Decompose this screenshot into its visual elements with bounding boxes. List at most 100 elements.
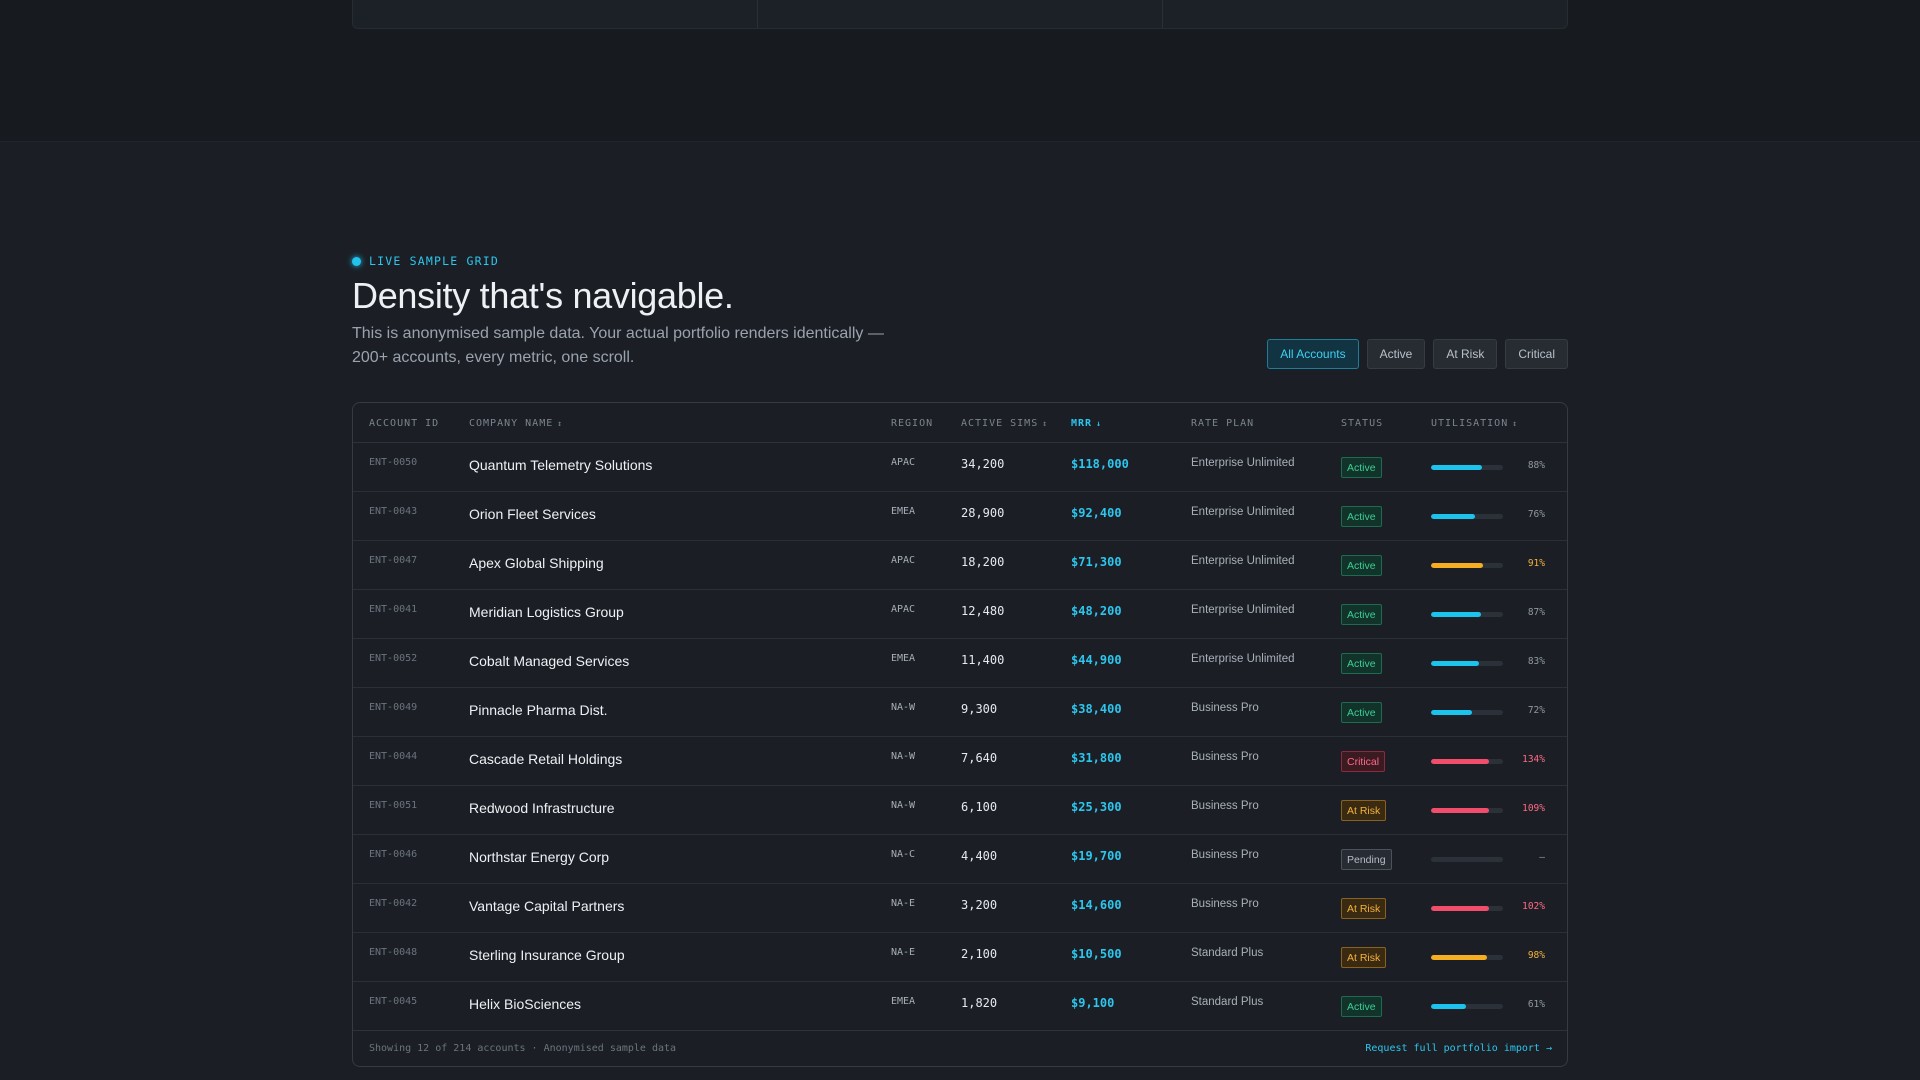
col-mrr-label: MRR	[1071, 417, 1093, 429]
status-badge: Pending	[1341, 849, 1392, 870]
active-sims: 28,900	[961, 506, 1005, 520]
request-import-link[interactable]: Request full portfolio import →	[1365, 1043, 1552, 1054]
company-name[interactable]: Orion Fleet Services	[469, 506, 596, 522]
utilisation-value: 109%	[1522, 803, 1545, 814]
utilisation-value: 83%	[1527, 656, 1545, 667]
active-sims: 11,400	[961, 653, 1005, 667]
table-row[interactable]: ENT-0044 Cascade Retail Holdings NA-W 7,640…	[353, 737, 1567, 786]
filter-all-accounts[interactable]: All Accounts	[1267, 339, 1359, 369]
utilisation-bar	[1431, 661, 1503, 666]
top-card	[1163, 0, 1567, 28]
table-row[interactable]: ENT-0048 Sterling Insurance Group NA-E 2,10…	[353, 933, 1567, 982]
active-sims: 1,820	[961, 996, 998, 1010]
company-name[interactable]: Cobalt Managed Services	[469, 653, 630, 669]
col-account-id[interactable]: ACCOUNT ID	[369, 403, 439, 443]
mrr: $92,400	[1071, 506, 1122, 520]
col-region[interactable]: REGION	[891, 403, 933, 443]
status-badge: Active	[1341, 555, 1382, 576]
account-id: ENT-0043	[369, 506, 418, 517]
company-name[interactable]: Pinnacle Pharma Dist.	[469, 702, 608, 718]
table-row[interactable]: ENT-0045 Helix BioSciences EMEA 1,820 $9,100…	[353, 982, 1567, 1031]
region: NA-E	[891, 898, 916, 909]
company-name[interactable]: Quantum Telemetry Solutions	[469, 457, 653, 473]
rate-plan: Business Pro	[1191, 849, 1259, 861]
col-company-label: COMPANY NAME	[469, 417, 554, 429]
utilisation-value: 134%	[1522, 754, 1545, 765]
utilisation-fill	[1431, 759, 1489, 764]
region: NA-W	[891, 751, 916, 762]
filter-bar: All Accounts Active At Risk Critical	[1267, 339, 1568, 369]
region: NA-W	[891, 800, 916, 811]
sort-arrow-icon: ↕	[557, 418, 564, 428]
region: APAC	[891, 604, 916, 615]
col-status[interactable]: STATUS	[1341, 403, 1383, 443]
active-sims: 7,640	[961, 751, 998, 765]
company-name[interactable]: Vantage Capital Partners	[469, 898, 625, 914]
table-body: ENT-0050 Quantum Telemetry Solutions APAC 3…	[353, 443, 1567, 1031]
accounts-table: ACCOUNT ID COMPANY NAME ↕ REGION ACTIVE S…	[352, 402, 1568, 1067]
utilisation-fill	[1431, 514, 1475, 519]
utilisation-bar	[1431, 563, 1503, 568]
region: NA-E	[891, 947, 916, 958]
col-sims-label: ACTIVE SIMS	[961, 417, 1039, 429]
status-badge: Active	[1341, 996, 1382, 1017]
filter-at-risk[interactable]: At Risk	[1433, 339, 1498, 369]
account-id: ENT-0052	[369, 653, 418, 664]
mrr: $25,300	[1071, 800, 1122, 814]
company-name[interactable]: Meridian Logistics Group	[469, 604, 624, 620]
sort-arrow-icon: ↕	[1512, 418, 1519, 428]
mrr: $118,000	[1071, 457, 1129, 471]
active-sims: 3,200	[961, 898, 998, 912]
mrr: $14,600	[1071, 898, 1122, 912]
company-name[interactable]: Helix BioSciences	[469, 996, 582, 1012]
col-status-label: STATUS	[1341, 417, 1384, 429]
sort-arrow-icon: ↓	[1096, 418, 1102, 428]
table-row[interactable]: ENT-0050 Quantum Telemetry Solutions APAC 3…	[353, 443, 1567, 492]
account-id: ENT-0044	[369, 751, 418, 762]
table-row[interactable]: ENT-0047 Apex Global Shipping APAC 18,200 $7…	[353, 541, 1567, 590]
account-id: ENT-0048	[369, 947, 418, 958]
filter-critical[interactable]: Critical	[1505, 339, 1568, 369]
table-row[interactable]: ENT-0052 Cobalt Managed Services EMEA 11,40…	[353, 639, 1567, 688]
col-company-name[interactable]: COMPANY NAME ↕	[469, 403, 563, 443]
utilisation-bar	[1431, 710, 1503, 715]
top-card-strip	[352, 0, 1568, 29]
company-name[interactable]: Northstar Energy Corp	[469, 849, 610, 865]
col-mrr[interactable]: MRR ↓	[1071, 403, 1102, 443]
table-row[interactable]: ENT-0041 Meridian Logistics Group APAC 12,4…	[353, 590, 1567, 639]
rate-plan: Enterprise Unlimited	[1191, 555, 1295, 567]
mrr: $48,200	[1071, 604, 1122, 618]
utilisation-bar	[1431, 808, 1503, 813]
table-footer: Showing 12 of 214 accounts · Anonymised …	[353, 1030, 1567, 1066]
table-row[interactable]: ENT-0043 Orion Fleet Services EMEA 28,900 $9…	[353, 492, 1567, 541]
mrr: $38,400	[1071, 702, 1122, 716]
col-active-sims[interactable]: ACTIVE SIMS ↕	[961, 403, 1048, 443]
mrr: $31,800	[1071, 751, 1122, 765]
table-row[interactable]: ENT-0042 Vantage Capital Partners NA-E 3,20…	[353, 884, 1567, 933]
filter-active[interactable]: Active	[1366, 339, 1426, 369]
utilisation-value: 102%	[1522, 901, 1545, 912]
utilisation-fill	[1431, 1004, 1467, 1009]
mrr: $10,500	[1071, 947, 1122, 961]
col-utilisation[interactable]: UTILISATION ↕	[1431, 403, 1518, 443]
utilisation-fill	[1431, 465, 1482, 470]
mrr: $71,300	[1071, 555, 1122, 569]
eyebrow-label: LIVE SAMPLE GRID	[369, 254, 499, 268]
status-badge: Active	[1341, 506, 1382, 527]
region: EMEA	[891, 653, 916, 664]
company-name[interactable]: Redwood Infrastructure	[469, 800, 615, 816]
rate-plan: Standard Plus	[1191, 947, 1264, 959]
active-sims: 12,480	[961, 604, 1005, 618]
col-rate-plan[interactable]: RATE PLAN	[1191, 403, 1254, 443]
top-card	[353, 0, 758, 28]
account-id: ENT-0045	[369, 996, 418, 1007]
table-row[interactable]: ENT-0046 Northstar Energy Corp NA-C 4,400 $1…	[353, 835, 1567, 884]
table-row[interactable]: ENT-0051 Redwood Infrastructure NA-W 6,100 $…	[353, 786, 1567, 835]
company-name[interactable]: Apex Global Shipping	[469, 555, 604, 571]
account-id: ENT-0050	[369, 457, 418, 468]
top-band	[0, 0, 1920, 141]
company-name[interactable]: Sterling Insurance Group	[469, 947, 625, 963]
mrr: $44,900	[1071, 653, 1122, 667]
company-name[interactable]: Cascade Retail Holdings	[469, 751, 623, 767]
table-row[interactable]: ENT-0049 Pinnacle Pharma Dist. NA-W 9,300 $3…	[353, 688, 1567, 737]
